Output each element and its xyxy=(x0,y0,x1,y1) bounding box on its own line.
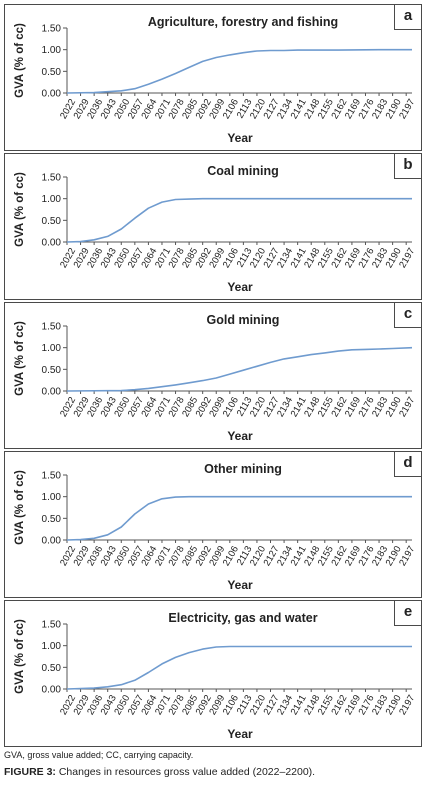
chart-title: Gold mining xyxy=(207,313,280,327)
y-tick-label: 0.50 xyxy=(42,216,62,227)
series-line xyxy=(66,495,412,541)
y-tick-label: 0.50 xyxy=(42,663,62,674)
y-tick-label: 0.50 xyxy=(42,365,62,376)
series-line xyxy=(66,645,412,690)
chart-panel-c: Gold mining 0.00 0.50 1.00 1.50 2022 2029 2036 2… xyxy=(4,302,422,449)
chart-svg-d: Other mining0.000.501.001.50202220292036… xyxy=(14,462,417,592)
y-tick-label: 0.00 xyxy=(42,387,62,398)
y-tick-label: 0.00 xyxy=(42,536,62,547)
y-tick-label: 1.00 xyxy=(42,641,62,652)
x-axis-label: Year xyxy=(227,280,253,294)
y-tick-label: 0.00 xyxy=(42,89,62,100)
caption-text: Changes in resources gross value added (… xyxy=(55,766,316,778)
chart-panel-d: Other mining 0.00 0.50 1.00 1.50 2022 2029 2036… xyxy=(4,451,422,598)
panel-label-b: b xyxy=(394,153,422,179)
chart-panel-e: Electricity, gas and water 0.00 0.50 1.00 1.… xyxy=(4,600,422,747)
y-tick-label: 0.50 xyxy=(42,67,62,78)
chart-svg-b: Coal mining0.000.501.001.502022202920362… xyxy=(14,164,417,294)
chart-svg-c: Gold mining0.000.501.001.502022202920362… xyxy=(14,313,417,443)
y-tick-label: 1.50 xyxy=(42,620,62,631)
chart-title: Agriculture, forestry and fishing xyxy=(148,15,338,29)
chart-panel-a: Agriculture, forestry and fishing 0.00 0.5… xyxy=(4,4,422,151)
series-line xyxy=(66,346,413,392)
chart-title: Other mining xyxy=(204,462,282,476)
y-tick-label: 1.00 xyxy=(42,492,62,503)
series-line xyxy=(66,48,412,94)
series-line xyxy=(66,197,412,243)
figure-caption: FIGURE 3: Changes in resources gross val… xyxy=(4,766,315,778)
chart-panel-b: Coal mining 0.00 0.50 1.00 1.50 2022 2029 2036 2… xyxy=(4,153,422,300)
panel-label-e: e xyxy=(394,600,422,626)
y-tick-label: 1.50 xyxy=(42,471,62,482)
caption-label: FIGURE 3: xyxy=(4,766,56,778)
y-tick-label: 1.50 xyxy=(42,322,62,333)
y-tick-label: 1.50 xyxy=(42,24,62,35)
panel-label-a: a xyxy=(394,4,422,30)
y-tick-label: 1.00 xyxy=(42,343,62,354)
chart-svg-a: Agriculture, forestry and fishing 0.00 0.5… xyxy=(14,15,417,145)
y-axis-label: GVA (% of cc) xyxy=(14,23,26,98)
chart-title: Coal mining xyxy=(207,164,279,178)
y-tick-label: 1.50 xyxy=(42,173,62,184)
x-axis-label: Year xyxy=(227,578,253,592)
y-axis-label: GVA (% of cc) xyxy=(14,619,26,694)
y-tick-label: 1.00 xyxy=(42,194,62,205)
y-axis-label: GVA (% of cc) xyxy=(14,172,26,247)
x-axis-label: Year xyxy=(227,727,253,741)
x-axis-label: Year xyxy=(227,429,253,443)
y-tick-label: 1.00 xyxy=(42,45,62,56)
y-axis-label: GVA (% of cc) xyxy=(14,470,26,545)
y-tick-label: 0.00 xyxy=(42,685,62,696)
y-tick-label: 0.50 xyxy=(42,514,62,525)
figure-panels: Agriculture, forestry and fishing 0.00 0.5… xyxy=(4,4,422,749)
panel-label-c: c xyxy=(394,302,422,328)
y-axis-label: GVA (% of cc) xyxy=(14,321,26,396)
x-axis-label: Year xyxy=(227,131,253,145)
figure-footnote: GVA, gross value added; CC, carrying cap… xyxy=(4,750,194,760)
chart-svg-e: Electricity, gas and water 0.00 0.50 1.00 1.… xyxy=(14,611,417,741)
y-tick-label: 0.00 xyxy=(42,238,62,249)
panel-label-d: d xyxy=(394,451,422,477)
chart-title: Electricity, gas and water xyxy=(168,611,317,625)
